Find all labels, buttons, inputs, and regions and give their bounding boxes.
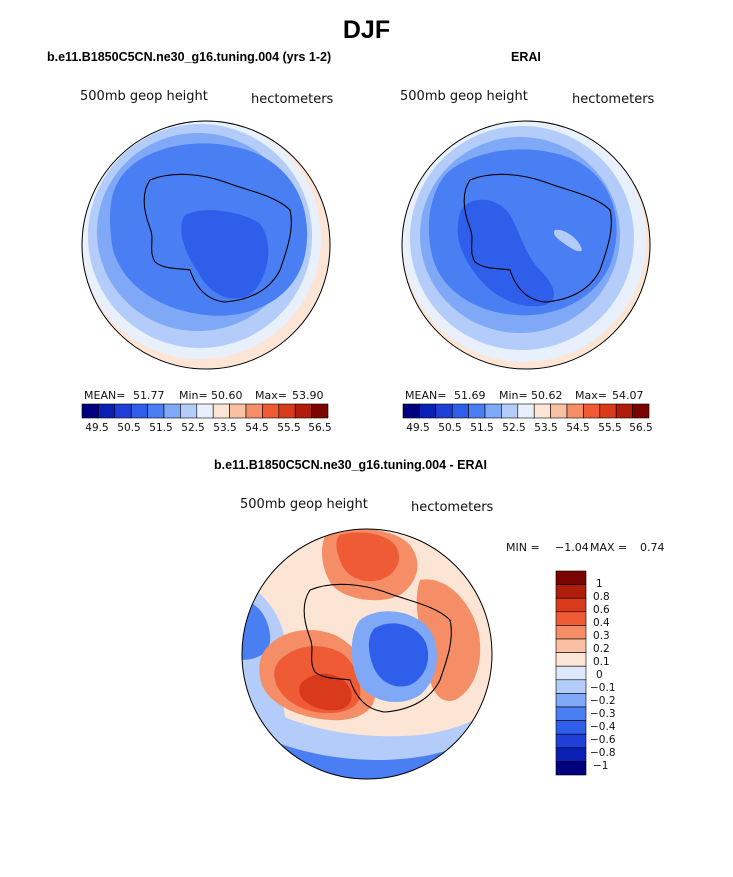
diff-map-border: [241, 528, 493, 780]
obs-coastline: [463, 173, 612, 303]
diff-coastline: [303, 583, 452, 713]
model-map-border: [81, 120, 331, 370]
diff-panel-title: b.e11.B1850C5CN.ne30_g16.tuning.004 - ER…: [214, 458, 488, 472]
model-mean-label: MEAN=: [84, 389, 126, 402]
diff-colorbar-label: 0.1: [593, 656, 610, 668]
diff-max-value: 0.74: [640, 541, 665, 554]
diff-colorbar-swatch: [555, 720, 587, 735]
diff-colorbar-label: 0.3: [593, 630, 610, 642]
model-mean-value: 51.77: [133, 389, 165, 402]
model-max-label: Max=: [255, 389, 287, 402]
obs-panel-title: ERAI: [511, 50, 541, 64]
diff-colorbar-swatch: [555, 733, 587, 749]
obs-colorbar-tick: 54.5: [566, 422, 590, 434]
model-field-low: [181, 210, 269, 299]
diff-colorbar-label: 0: [596, 669, 603, 681]
model-min-value: 50.60: [211, 389, 243, 402]
diff-colorbar-swatch: [555, 570, 587, 585]
model-max-value: 53.90: [292, 389, 324, 402]
model-variable-label: 500mb geop height: [80, 89, 208, 104]
diff-colorbar-swatch: [555, 747, 587, 762]
diff-field-pole-neg-core: [368, 623, 429, 687]
model-map: [82, 121, 330, 369]
diff-colorbar-label: −1: [593, 760, 609, 772]
model-colorbar-tick: 55.5: [277, 422, 301, 434]
diff-colorbar-label: 0.8: [593, 591, 610, 603]
diff-max-label: MAX =: [590, 541, 628, 554]
diff-colorbar-label: −0.8: [590, 747, 616, 759]
diff-map: [242, 529, 492, 779]
obs-colorbar-tick: 53.5: [534, 422, 558, 434]
diff-field-sw-pos-core: [299, 673, 352, 711]
diff-colorbar-label: −0.2: [590, 695, 616, 707]
obs-colorbar-tick: 52.5: [502, 422, 526, 434]
obs-map-border: [401, 120, 651, 370]
diff-colorbar-swatch: [555, 706, 587, 721]
figure-title: DJF: [342, 16, 391, 44]
obs-map: [402, 121, 650, 369]
diff-colorbar-label: 0.2: [593, 643, 610, 655]
model-units-label: hectometers: [251, 92, 334, 107]
obs-field-low: [457, 199, 555, 307]
diff-field-north-pos-core: [336, 532, 400, 582]
diff-colorbar-swatch: [555, 665, 587, 681]
diff-colorbar-label: 0.4: [593, 617, 610, 629]
model-colorbar-tick: 49.5: [85, 422, 109, 434]
diff-colorbar-label: −0.3: [590, 708, 616, 720]
diff-colorbar-swatch: [555, 638, 587, 653]
diff-colorbar-swatch: [555, 597, 587, 613]
diff-colorbar-swatch: [555, 625, 587, 640]
diff-colorbar-swatch: [555, 652, 587, 667]
diff-colorbar-label: 1: [596, 578, 603, 590]
obs-colorbar-tick: 51.5: [470, 422, 494, 434]
obs-min-label: Min=: [499, 389, 528, 402]
obs-units-label: hectometers: [572, 92, 655, 107]
obs-colorbar-tick: 56.5: [629, 422, 653, 434]
diff-colorbar-swatch: [555, 679, 587, 694]
diff-colorbar-swatch: [555, 611, 587, 626]
diff-min-label: MIN =: [506, 541, 540, 554]
diff-units-label: hectometers: [411, 500, 494, 515]
model-colorbar-tick: 51.5: [149, 422, 173, 434]
diff-min-value: −1.04: [555, 541, 589, 554]
model-colorbar-tick: 52.5: [181, 422, 205, 434]
model-panel-title: b.e11.B1850C5CN.ne30_g16.tuning.004 (yrs…: [47, 50, 332, 64]
obs-colorbar-tick: 49.5: [406, 422, 430, 434]
obs-colorbar-tick: 55.5: [598, 422, 622, 434]
model-colorbar-tick: 54.5: [245, 422, 269, 434]
model-colorbar-tick: 50.5: [117, 422, 141, 434]
diff-colorbar-swatch: [555, 584, 587, 599]
diff-colorbar-label: 0.6: [593, 604, 610, 616]
model-colorbar-tick: 56.5: [308, 422, 332, 434]
model-min-label: Min=: [179, 389, 208, 402]
diff-colorbar-label: −0.1: [590, 682, 616, 694]
diff-colorbar-label: −0.4: [590, 721, 616, 733]
obs-colorbar-swatch: [632, 403, 650, 419]
diff-colorbar-swatch: [555, 693, 587, 708]
obs-max-label: Max=: [575, 389, 607, 402]
model-colorbar-swatch: [311, 403, 329, 419]
model-colorbar-tick: 53.5: [213, 422, 237, 434]
diff-colorbar-swatch: [555, 761, 587, 776]
obs-variable-label: 500mb geop height: [400, 89, 528, 104]
obs-max-value: 54.07: [612, 389, 644, 402]
diff-variable-label: 500mb geop height: [240, 497, 368, 512]
obs-field-high-spot: [553, 229, 582, 252]
diff-colorbar-label: −0.6: [590, 734, 616, 746]
obs-mean-label: MEAN=: [405, 389, 447, 402]
obs-mean-value: 51.69: [454, 389, 486, 402]
model-coastline: [143, 173, 292, 303]
obs-min-value: 50.62: [531, 389, 563, 402]
obs-colorbar-tick: 50.5: [438, 422, 462, 434]
